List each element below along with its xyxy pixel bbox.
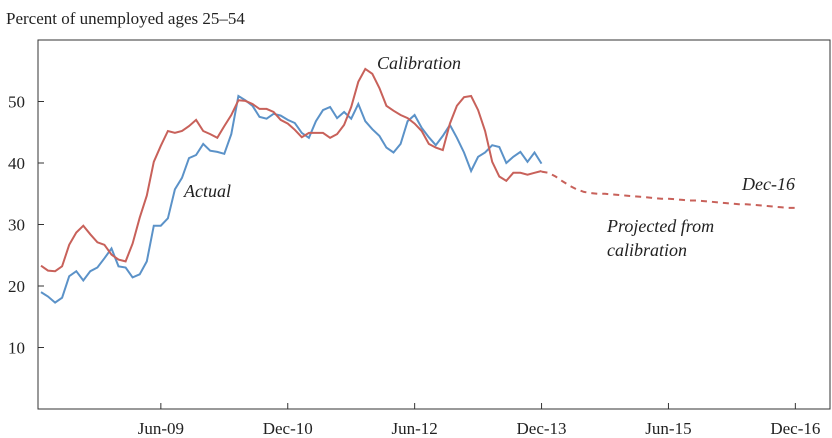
annotation: Dec-16 <box>741 174 795 194</box>
y-tick-label: 10 <box>8 339 25 358</box>
y-axis-label: Percent of unemployed ages 25–54 <box>6 9 245 28</box>
series-line <box>40 94 543 304</box>
series-line <box>40 67 542 273</box>
series-label: Actual <box>183 181 231 201</box>
series-label: Calibration <box>377 53 461 73</box>
y-tick-label: 40 <box>8 154 25 173</box>
annotation: Projected from <box>606 216 714 236</box>
x-tick-label: Jun-15 <box>645 419 691 438</box>
x-tick-label: Dec-10 <box>263 419 313 438</box>
x-tick-label: Jun-12 <box>392 419 438 438</box>
y-tick-label: 20 <box>8 277 25 296</box>
x-tick-label: Jun-09 <box>138 419 184 438</box>
series-line <box>541 170 796 209</box>
y-tick-label: 30 <box>8 216 25 235</box>
y-tick-label: 50 <box>8 93 25 112</box>
x-tick-label: Dec-13 <box>517 419 567 438</box>
annotation: calibration <box>607 240 687 260</box>
x-tick-label: Dec-16 <box>770 419 820 438</box>
